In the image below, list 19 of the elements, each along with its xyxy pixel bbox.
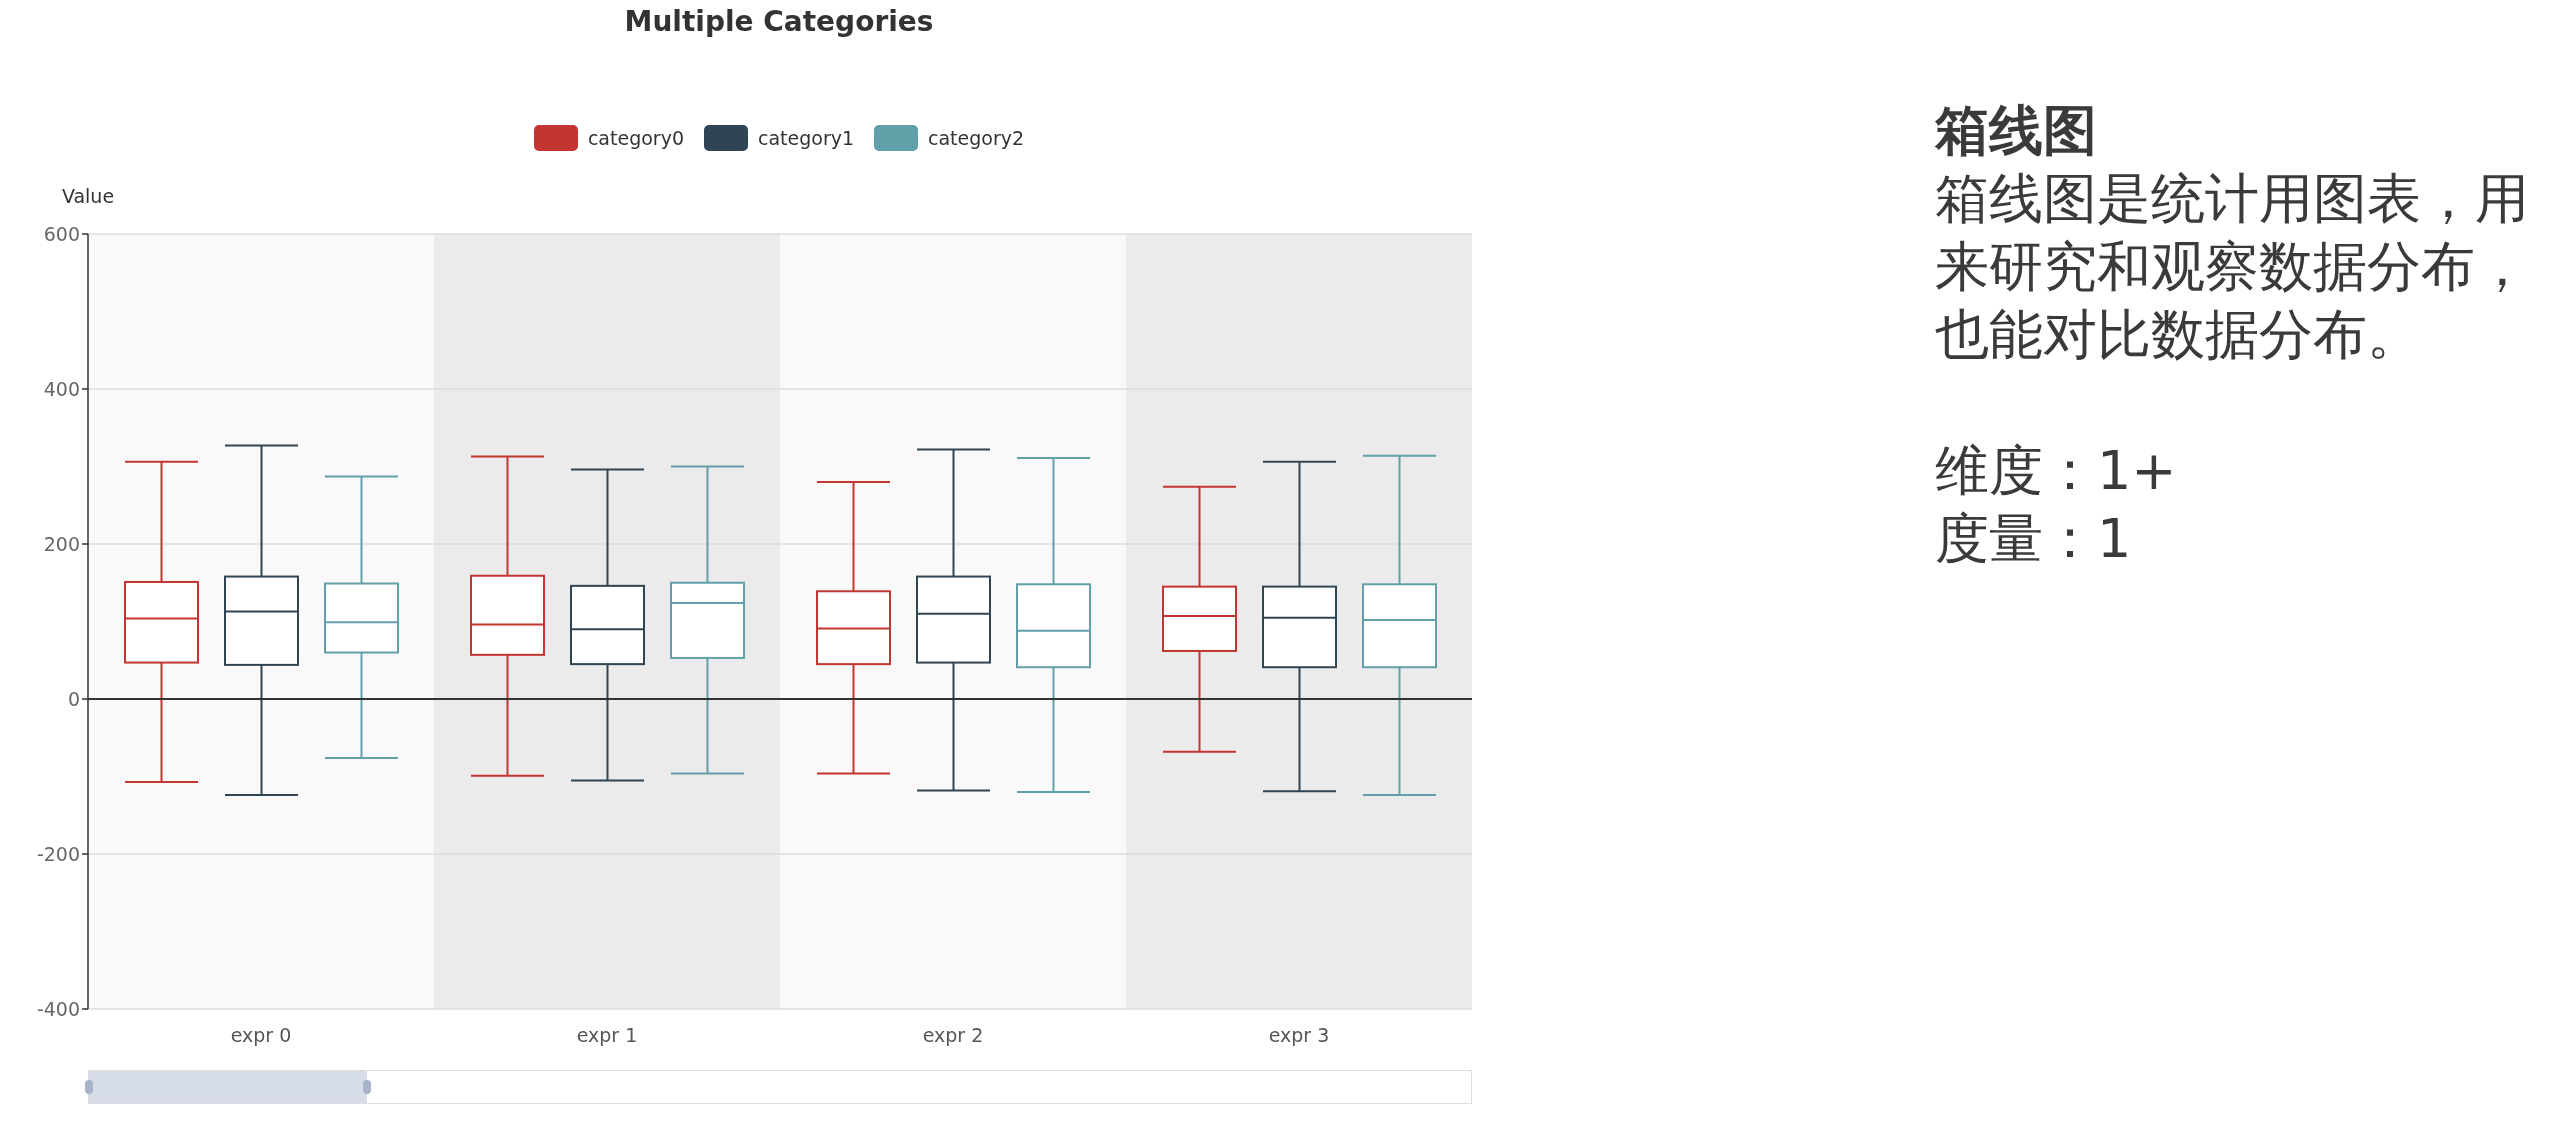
chart-title: Multiple Categories: [623, 4, 935, 40]
text: 箱线图是统计用图表，用来研究和观察数据分布，也能对比数据分布。: [1935, 166, 2530, 368]
x-tick-label: expr 1: [576, 1024, 638, 1047]
y-tick-label: -200: [36, 842, 80, 865]
text: 度量：1: [1935, 506, 2133, 572]
legend-label: category0: [587, 127, 684, 149]
y-tick-label: 0: [67, 687, 80, 710]
text: 维度：1+: [1935, 438, 2178, 504]
x-tick-label: expr 3: [1268, 1024, 1330, 1047]
y-tick-label: 200: [43, 532, 80, 555]
x-tick-label: expr 2: [922, 1024, 984, 1047]
legend-label: category2: [928, 127, 1025, 149]
y-tick-label: 400: [43, 377, 80, 400]
y-tick-label: -400: [36, 997, 80, 1020]
x-tick-label: expr 0: [230, 1024, 292, 1047]
y-tick-label: 600: [43, 222, 80, 245]
text: 箱线图: [1935, 98, 2098, 164]
legend-label: category1: [757, 127, 855, 149]
y-axis-title: Value: [60, 184, 116, 208]
